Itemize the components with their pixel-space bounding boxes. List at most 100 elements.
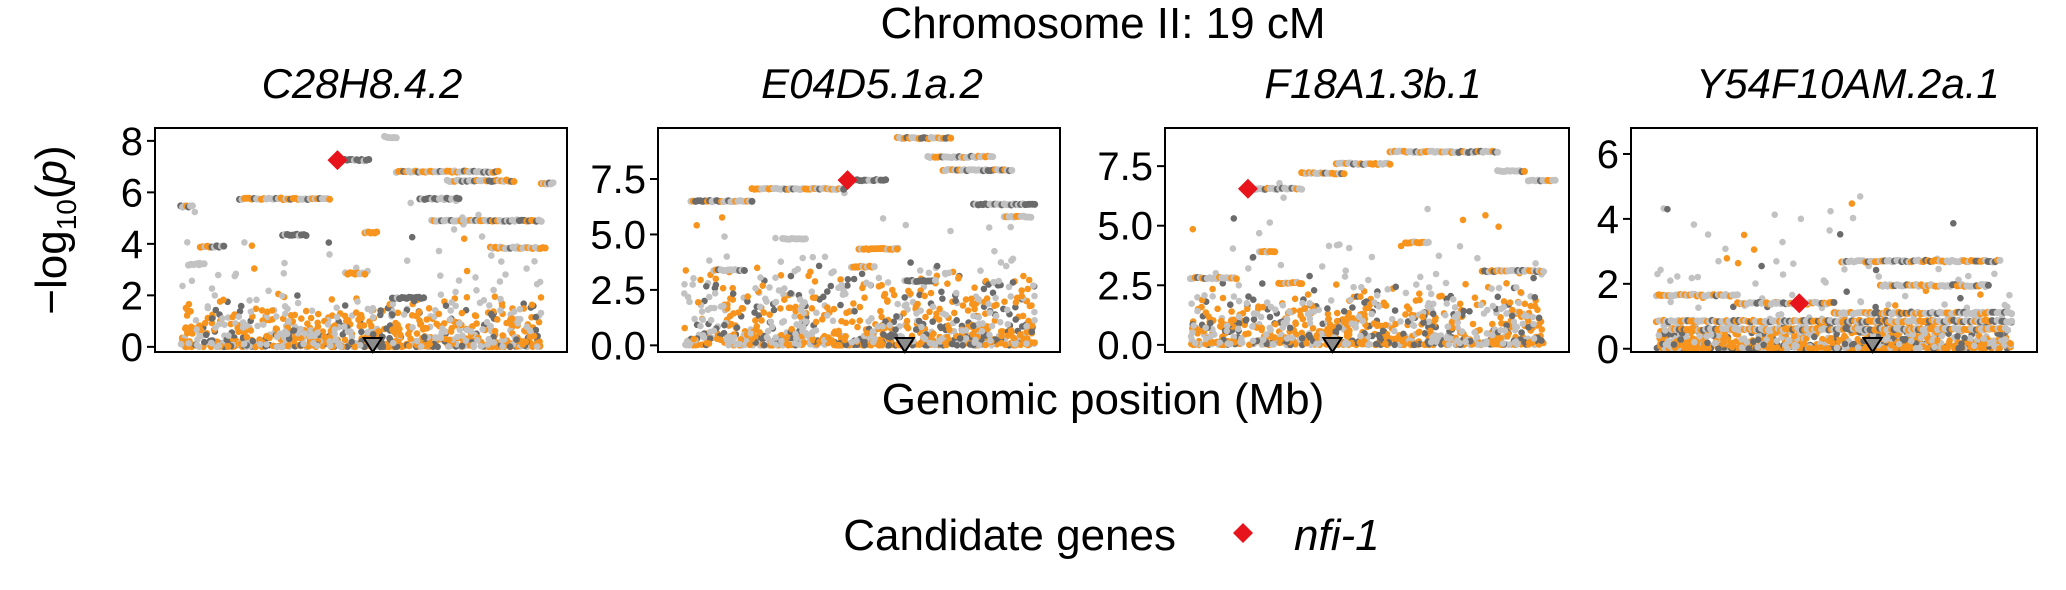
data-point [812,318,820,326]
data-point [1895,340,1903,348]
data-point [1190,322,1197,329]
data-point [700,334,708,341]
data-point [1941,301,1948,308]
data-point [824,312,831,319]
data-point [1803,335,1810,342]
data-point [442,302,450,310]
data-point [1501,327,1509,334]
data-point [187,324,195,331]
y-axis-title-subscript: 10 [51,199,82,230]
data-point [237,302,245,310]
candidate-gene-marker [1237,178,1258,199]
data-point [1413,281,1420,288]
legend-candidate-diamond-icon [1233,523,1253,543]
data-point [970,312,977,320]
data-point [681,281,688,288]
data-point [1931,343,1938,351]
data-point [1965,272,1972,280]
data-point [975,296,983,303]
data-point [1266,313,1274,321]
data-point [1833,344,1841,352]
data-point [1872,303,1879,311]
data-point [385,343,393,351]
data-point [460,235,468,242]
data-point [456,326,464,334]
data-point [1745,345,1752,352]
data-point [1732,338,1740,345]
data-point [1779,238,1786,246]
data-point [1333,317,1341,325]
data-point [507,316,514,324]
data-point [315,310,322,318]
panel-title: E04D5.1a.2 [761,60,983,107]
data-point [964,307,972,314]
data-point [1740,231,1748,239]
data-point [331,330,338,338]
data-point [1925,344,1932,352]
data-point [1376,334,1384,342]
data-point [528,301,536,309]
data-point [809,335,816,343]
data-point [824,304,831,311]
data-point [890,291,898,299]
data-point [996,318,1004,326]
data-point [1435,252,1443,260]
data-point [1503,280,1510,287]
data-point [435,310,443,318]
data-point [1424,205,1431,213]
data-point [452,302,460,310]
y-tick-label: 7.5 [590,158,646,202]
data-point [1219,294,1227,302]
data-point [251,265,258,272]
data-point [768,339,775,346]
data-point [1520,167,1528,175]
data-point [1023,340,1030,347]
data-point [498,258,505,265]
data-point [1004,306,1011,314]
data-point [723,253,731,260]
data-point [842,319,850,327]
data-point [893,313,900,320]
data-point [1760,341,1767,349]
data-point [744,293,751,300]
data-point [703,283,710,290]
data-point [1303,340,1310,347]
data-point [1917,334,1925,342]
data-point [699,316,707,324]
data-point [1323,328,1330,336]
data-point [488,310,495,318]
data-point [729,284,736,292]
data-point [1030,282,1037,289]
data-point [796,296,804,303]
data-point [1382,340,1389,347]
data-point [1325,315,1333,323]
data-point [1355,313,1363,321]
data-point [772,234,779,242]
data-point [254,322,261,330]
data-point [1217,317,1225,325]
data-point [1456,339,1463,347]
data-point [829,317,837,325]
data-point [1892,302,1899,309]
data-point [243,333,251,341]
data-point [1269,340,1277,348]
data-point [278,343,286,351]
data-point [1391,307,1399,314]
data-point [778,331,785,339]
data-point [1253,310,1261,318]
data-point [455,195,463,203]
data-point [533,280,541,288]
data-point [1318,263,1326,270]
point-layer [1652,193,2016,352]
data-point [975,314,982,321]
data-point [884,298,891,305]
data-point [2006,291,2013,299]
data-point [514,320,522,327]
data-point [494,316,501,323]
data-point [188,202,196,210]
data-point [1304,291,1312,298]
data-point [713,335,721,343]
data-point [268,307,276,314]
data-point [1305,332,1313,339]
data-point [1508,312,1516,320]
